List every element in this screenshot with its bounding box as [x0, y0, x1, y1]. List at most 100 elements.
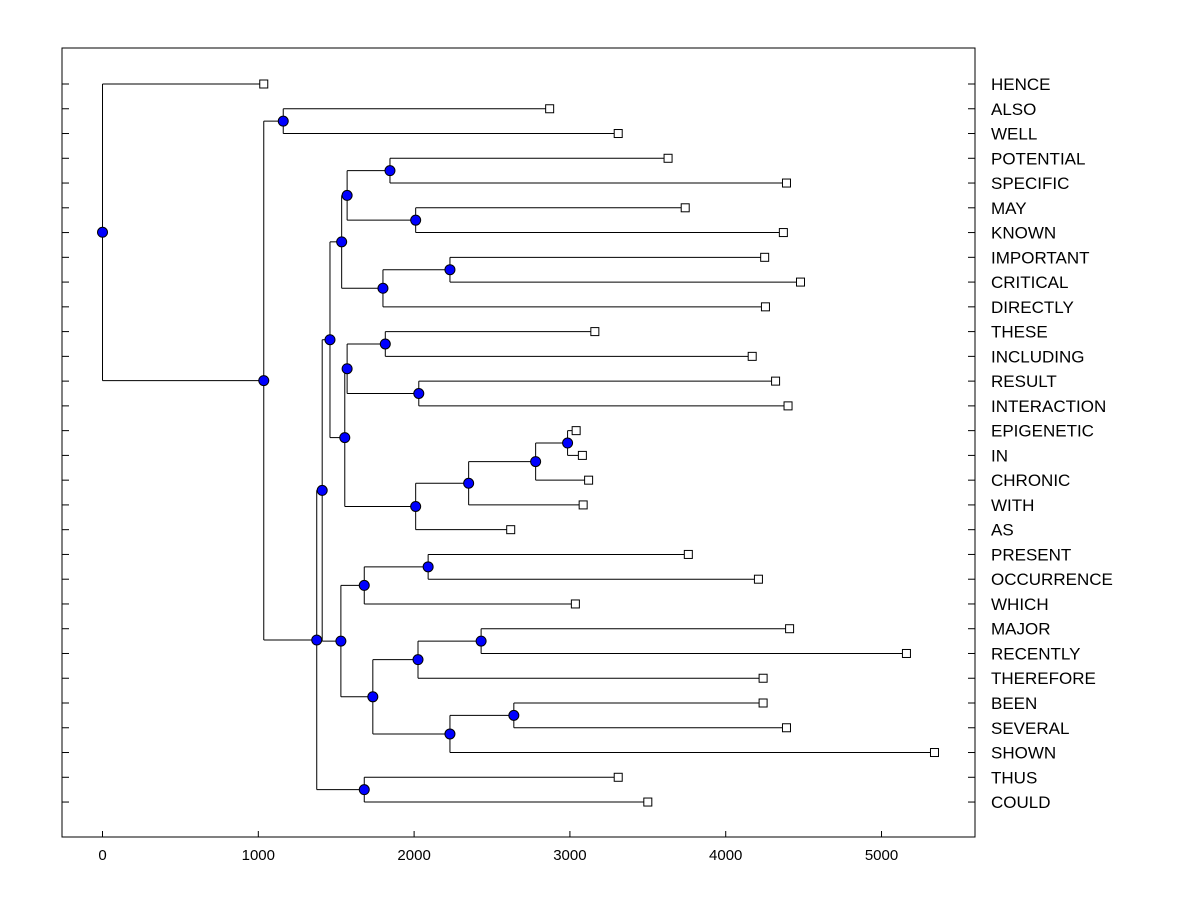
leaf-node-well [613, 129, 623, 139]
leaf-label-including: INCLUDING [991, 347, 1085, 366]
internal-node-n20 [412, 654, 424, 666]
leaf-node-thus [613, 772, 623, 782]
leaf-label-important: IMPORTANT [991, 248, 1090, 267]
internal-node-n18 [358, 579, 370, 591]
internal-node-n15 [339, 432, 351, 444]
internal-node-n4 [341, 189, 353, 201]
leaf-label-specific: SPECIFIC [991, 174, 1069, 193]
leaf-node-been [758, 698, 768, 708]
leaf-label-known: KNOWN [991, 224, 1056, 243]
leaf-label-directly: DIRECTLY [991, 298, 1074, 317]
leaf-label-as: AS [991, 521, 1014, 540]
leaf-node-critical [796, 277, 806, 287]
x-tick-label-2000: 2000 [397, 847, 430, 864]
leaf-node-important [760, 252, 770, 262]
leaf-label-chronic: CHRONIC [991, 471, 1070, 490]
leaf-node-present [683, 549, 693, 559]
leaf-node-shown [929, 748, 939, 758]
leaf-label-therefore: THEREFORE [991, 669, 1096, 688]
leaf-label-with: WITH [991, 496, 1034, 515]
leaf-label-potential: POTENTIAL [991, 149, 1085, 168]
y-ticks [62, 83, 975, 803]
leaf-label-thus: THUS [991, 768, 1037, 787]
leaf-label-also: ALSO [991, 100, 1036, 119]
internal-node-n25 [316, 484, 328, 496]
x-tick-label-1000: 1000 [242, 847, 275, 864]
internal-node-n22 [444, 728, 456, 740]
internal-node-n29 [97, 226, 109, 238]
dendrogram-nodes [97, 79, 939, 807]
leaf-label-shown: SHOWN [991, 744, 1056, 763]
leaf-label-result: RESULT [991, 372, 1057, 391]
leaf-label-critical: CRITICAL [991, 273, 1068, 292]
leaf-label-well: WELL [991, 125, 1037, 144]
internal-node-n27 [311, 634, 323, 646]
leaf-node-including [747, 351, 757, 361]
leaf-label-interaction: INTERACTION [991, 397, 1106, 416]
x-tick-label-0: 0 [98, 847, 106, 864]
plot-frame [61, 47, 976, 838]
leaf-label-recently: RECENTLY [991, 644, 1080, 663]
leaf-node-as [506, 525, 516, 535]
leaf-label-several: SEVERAL [991, 719, 1069, 738]
internal-node-n19 [475, 635, 487, 647]
leaf-node-also [545, 104, 555, 114]
internal-node-n6 [377, 282, 389, 294]
leaf-node-several [781, 723, 791, 733]
leaf-label-these: THESE [991, 323, 1048, 342]
leaf-node-interaction [783, 401, 793, 411]
leaf-label-been: BEEN [991, 694, 1037, 713]
internal-node-n3 [410, 214, 422, 226]
leaf-node-with [578, 500, 588, 510]
internal-node-n23 [367, 691, 379, 703]
leaf-labels: HENCE ALSO WELL POTENTIAL SPECIFIC MAY KNOWN IM… [991, 75, 1113, 812]
leaf-node-could [643, 797, 653, 807]
leaf-node-result [771, 376, 781, 386]
internal-node-n1 [277, 115, 289, 127]
leaf-node-directly [760, 302, 770, 312]
internal-node-n12 [530, 456, 542, 468]
leaf-node-chronic [584, 475, 594, 485]
leaf-node-potential [663, 153, 673, 163]
leaf-label-could: COULD [991, 793, 1051, 812]
internal-node-n10 [341, 363, 353, 375]
internal-node-n16 [324, 334, 336, 346]
leaf-label-hence: HENCE [991, 75, 1051, 94]
internal-node-n26 [358, 784, 370, 796]
internal-node-n21 [508, 709, 520, 721]
leaf-label-in: IN [991, 446, 1008, 465]
dendrogram-edges [102, 83, 935, 803]
leaf-node-recently [901, 648, 911, 658]
internal-node-n13 [463, 477, 475, 489]
leaf-label-may: MAY [991, 199, 1027, 218]
leaf-label-major: MAJOR [991, 620, 1051, 639]
leaf-node-major [785, 624, 795, 634]
internal-node-n7 [336, 236, 348, 248]
internal-node-n28 [258, 375, 270, 387]
leaf-label-epigenetic: EPIGENETIC [991, 422, 1094, 441]
leaf-label-present: PRESENT [991, 545, 1071, 564]
x-ticks: 0 1000 2000 3000 4000 5000 [98, 831, 898, 864]
internal-node-n9 [413, 388, 425, 399]
internal-node-n11 [562, 437, 574, 449]
leaf-node-occurrence [753, 574, 763, 584]
internal-node-n5 [444, 264, 456, 276]
leaf-label-occurrence: OCCURRENCE [991, 570, 1113, 589]
leaf-node-epigenetic [571, 426, 581, 436]
leaf-node-specific [781, 178, 791, 188]
x-tick-label-5000: 5000 [865, 847, 898, 864]
internal-node-n8 [379, 338, 391, 350]
internal-node-n2 [384, 165, 396, 177]
internal-node-n17 [422, 561, 434, 573]
leaf-label-which: WHICH [991, 595, 1049, 614]
leaf-node-may [680, 203, 690, 213]
leaf-node-in [577, 450, 587, 460]
leaf-node-these [590, 327, 600, 337]
internal-node-n14 [410, 500, 422, 512]
internal-node-n24 [335, 635, 347, 647]
leaf-node-therefore [758, 673, 768, 683]
leaf-node-which [570, 599, 580, 609]
x-tick-label-3000: 3000 [553, 847, 586, 864]
x-tick-label-4000: 4000 [709, 847, 742, 864]
